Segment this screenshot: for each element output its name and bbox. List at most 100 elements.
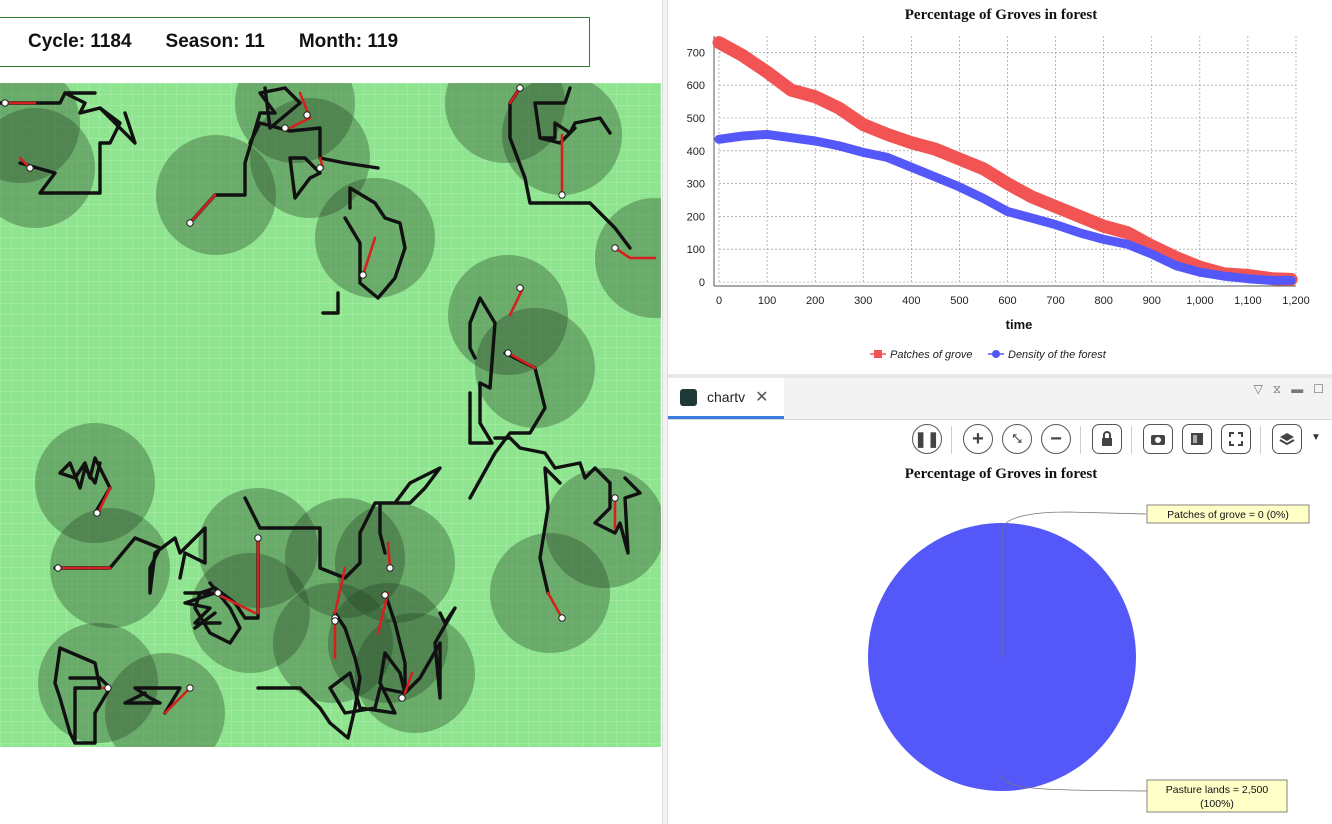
callout-line-grove (1001, 511, 1147, 657)
y-tick-label: 600 (687, 80, 705, 92)
recent-trail (546, 591, 564, 620)
lock-icon[interactable] (1092, 424, 1122, 454)
svg-text:(100%): (100%) (1200, 798, 1234, 810)
forest-grid-display[interactable] (0, 83, 661, 747)
grove-patch (0, 108, 95, 228)
recent-trail (403, 671, 414, 695)
recent-trail (333, 566, 347, 615)
movement-trail (328, 591, 457, 715)
cycle-counter: Cycle: 1184 (28, 31, 132, 52)
grove-patch (105, 653, 225, 747)
x-tick-label: 800 (1094, 295, 1112, 307)
agent-layer (1, 84, 619, 702)
toolbar-separator (1131, 426, 1132, 454)
legend-square-marker (874, 350, 882, 358)
view-controls: ▽ ⧖ ▬ ☐ (1254, 382, 1324, 397)
callout-line-pasture (1001, 775, 1149, 792)
cow-agent (254, 534, 262, 542)
toolbar-separator (1260, 426, 1261, 454)
movement-trail (468, 296, 497, 445)
x-tick-label: 500 (950, 295, 968, 307)
cow-agent (186, 219, 194, 227)
movement-trail (188, 86, 302, 225)
view-splitter[interactable] (662, 0, 668, 824)
x-tick-label: 200 (806, 295, 824, 307)
pie-chart-title: Percentage of Groves in forest (905, 466, 1097, 482)
y-tick-label: 300 (687, 179, 705, 191)
recent-trail (213, 591, 257, 615)
recent-trail (613, 246, 657, 260)
minimize-icon[interactable]: ▬ (1291, 382, 1304, 396)
y-tick-label: 700 (687, 47, 705, 59)
cow-agent (331, 617, 339, 625)
movement-trail (493, 436, 642, 555)
x-tick-label: 400 (902, 295, 920, 307)
close-icon[interactable]: ✕ (755, 389, 769, 406)
y-tick-label: 500 (687, 113, 705, 125)
y-tick-label: 100 (687, 244, 705, 256)
x-tick-label: 0 (716, 295, 722, 307)
grove-patch (490, 533, 610, 653)
recent-trail (96, 486, 112, 515)
cow-agent (359, 271, 367, 279)
zoom-fit-icon[interactable]: ⤡ (1002, 424, 1032, 454)
grove-patch (355, 613, 475, 733)
y-tick-label: 0 (699, 277, 705, 289)
layers-icon[interactable] (1272, 424, 1302, 454)
cow-agent (381, 591, 389, 599)
trail-layer (0, 86, 642, 745)
grove-patch (235, 83, 355, 163)
status-bar: Cycle: 1184 Season: 11 Month: 119 (0, 17, 590, 67)
grove-patch (335, 503, 455, 623)
cow-agent (316, 164, 324, 172)
maximize-icon[interactable]: ☐ (1313, 382, 1324, 396)
cow-agent (303, 111, 311, 119)
chevron-down-icon[interactable]: ▼ (1311, 432, 1321, 443)
movement-trail (508, 86, 632, 250)
movement-trail (63, 91, 137, 145)
grove-patch (190, 553, 310, 673)
callout-label-pasture: Pasture lands = 2,500 (100%) (1146, 779, 1288, 813)
month-counter: Month: 119 (298, 31, 399, 52)
recent-trail (163, 686, 192, 715)
series-line-density-of-forest (714, 129, 1296, 285)
y-tick-label: 400 (687, 146, 705, 158)
zoom-out-icon[interactable]: − (1041, 424, 1071, 454)
cow-agent (516, 84, 524, 92)
cow-agent (558, 191, 566, 199)
x-tick-label: 600 (998, 295, 1016, 307)
cow-agent (1, 99, 9, 107)
movement-trail (538, 466, 562, 595)
recent-trail (376, 591, 390, 635)
x-tick-label: 1,100 (1234, 295, 1262, 307)
display-toolbar: ❚❚ + ⤡ − ▼ (668, 420, 1332, 460)
background-icon[interactable] (1182, 424, 1212, 454)
line-chart-grid (718, 36, 1297, 283)
tab-chartv[interactable]: chartv ✕ (668, 378, 784, 419)
x-tick-label: 1,200 (1282, 295, 1310, 307)
recent-trail (288, 116, 312, 130)
pause-icon[interactable]: ❚❚ (912, 424, 942, 454)
cow-agent (54, 564, 62, 572)
grove-patch (273, 583, 393, 703)
movement-trail (243, 466, 442, 580)
toolbar-separator (951, 426, 952, 454)
cow-agent (611, 244, 619, 252)
legend-entry: Density of the forest (1008, 349, 1107, 361)
movement-trail (183, 591, 222, 630)
fullscreen-icon[interactable] (1221, 424, 1251, 454)
movement-trail (256, 611, 362, 740)
recent-trail (188, 193, 217, 225)
line-chart-legend: Patches of grove Density of the forest (870, 349, 1107, 361)
view-tab-bar: chartv ✕ ▽ ⧖ ▬ ☐ (668, 378, 1332, 420)
snapshot-icon[interactable] (1143, 424, 1173, 454)
chart-view-icon (680, 388, 697, 406)
tab-label: chartv (707, 389, 746, 405)
zoom-in-icon[interactable]: + (963, 424, 993, 454)
toolbar-separator (1080, 426, 1081, 454)
view-menu-icon[interactable]: ▽ (1253, 382, 1263, 396)
view-collapse-icon[interactable]: ⧖ (1272, 382, 1282, 396)
view-separator[interactable] (668, 374, 1332, 378)
simulation-view: Cycle: 1184 Season: 11 Month: 119 (0, 0, 662, 824)
line-chart-series (712, 36, 1298, 286)
